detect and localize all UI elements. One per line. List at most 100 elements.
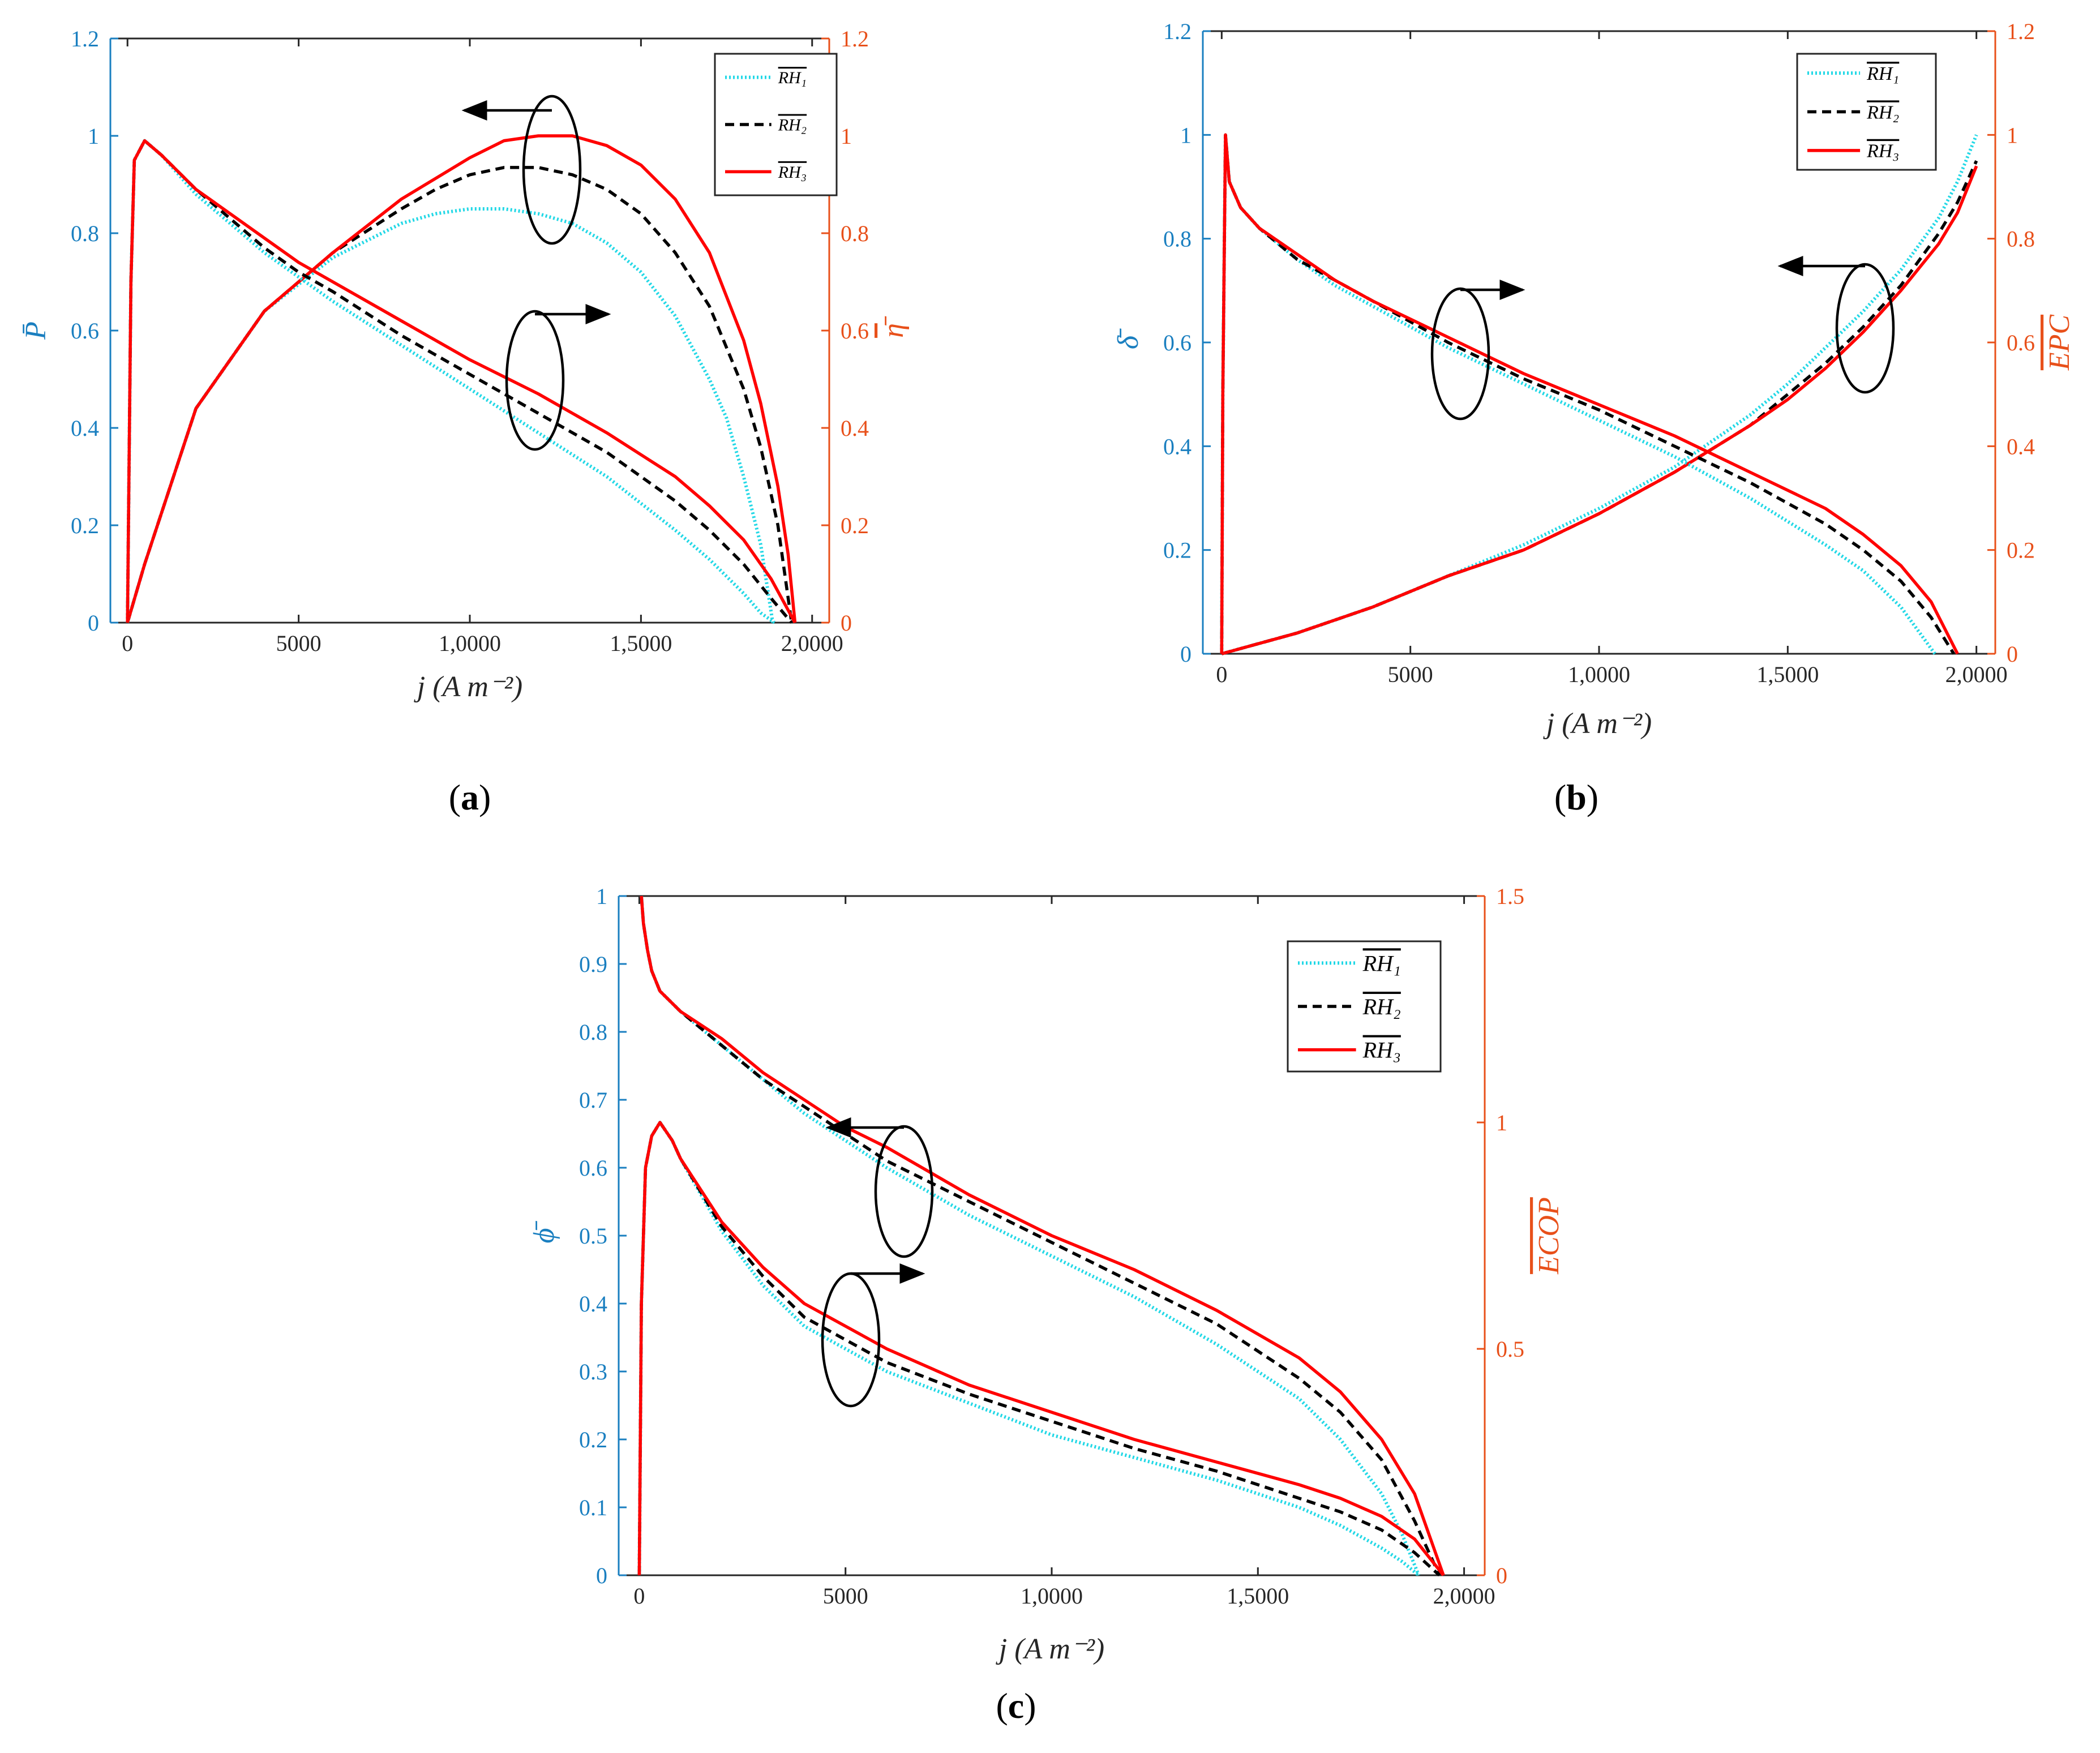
right-y-axis-title: EPC (2043, 314, 2076, 371)
left-y-tick-label: 0.2 (71, 513, 99, 538)
legend-box (714, 53, 838, 196)
left-y-tick-label: 0.8 (71, 221, 99, 246)
annotation-ellipse (1835, 263, 1895, 394)
legend-label-rh1: RH₁ (778, 68, 807, 87)
chart-panel-b: 0 5000 1,0000 1,5000 2,000000.20.40.60.811.2… (1112, 19, 2076, 817)
left-y-tick-label: 0 (596, 1563, 607, 1588)
left-y-tick-label: 0.8 (579, 1019, 607, 1045)
x-tick-label: 1,0000 (1568, 662, 1630, 687)
series-line-rh3-left (640, 895, 1445, 1576)
left-y-tick-label: 1.2 (71, 26, 99, 52)
x-tick-label: 0 (633, 1583, 645, 1609)
left-y-tick-label: 0 (1180, 641, 1192, 667)
x-tick-label: 1,0000 (1021, 1583, 1083, 1609)
series-line-rh2-right (637, 1121, 1441, 1577)
legend-label-rh2: RH₂ (1866, 102, 1899, 123)
left-y-tick-label: 0.3 (579, 1359, 607, 1385)
left-y-tick-label: 0.9 (579, 951, 607, 977)
x-tick-label: 5000 (276, 631, 322, 656)
right-y-tick-label: 0.6 (841, 318, 869, 344)
series-line-rh1-left (126, 207, 775, 623)
series-line-rh2-left (126, 166, 794, 623)
panel-label: (c) (996, 1686, 1036, 1726)
left-y-tick-label: 0.4 (1163, 434, 1192, 459)
x-tick-label: 5000 (1388, 662, 1433, 687)
x-tick-label: 2,0000 (1945, 662, 2008, 687)
legend-label-rh3: RH₃ (1362, 1038, 1401, 1063)
left-y-axis-title: δ̄ (1112, 328, 1145, 349)
panel-label-close-paren: ) (1024, 1686, 1036, 1726)
panel-label-close-paren: ) (1587, 777, 1598, 817)
panel-label-letter: a (461, 777, 479, 817)
right-y-tick-label: 1 (1496, 1110, 1507, 1135)
left-y-tick-label: 0.2 (579, 1427, 607, 1452)
series-line-rh3-left (126, 134, 797, 623)
x-tick-label: 1,5000 (610, 631, 672, 656)
legend-label-rh2: RH₂ (778, 116, 807, 135)
left-y-tick-label: 0.8 (1163, 226, 1192, 252)
chart-panel-a: 0 5000 1,0000 1,5000 2,000000.20.40.60.811.2… (20, 26, 910, 817)
x-tick-label: 0 (122, 631, 133, 656)
panel-label-letter: b (1566, 777, 1587, 817)
x-tick-label: 1,0000 (439, 631, 501, 656)
panel-label: (a) (449, 777, 491, 817)
x-tick-label: 5000 (823, 1583, 868, 1609)
series-line-rh2-right (1220, 133, 1956, 655)
panel-label-open-paren: ( (996, 1686, 1008, 1726)
x-tick-label: 2,0000 (1433, 1583, 1495, 1609)
series-line-rh1-right (637, 1121, 1420, 1577)
right-y-tick-label: 1.5 (1496, 884, 1524, 909)
panel-label-open-paren: ( (449, 777, 461, 817)
right-y-tick-label: 0.6 (2007, 330, 2035, 355)
legend-label-rh2: RH₂ (1362, 994, 1401, 1019)
left-y-tick-label: 0.4 (579, 1291, 607, 1317)
x-tick-label: 1,5000 (1756, 662, 1819, 687)
annotation-ellipse (874, 1125, 934, 1258)
left-y-tick-label: 0.6 (1163, 330, 1192, 355)
left-y-axis-title: P̄ (20, 322, 52, 340)
right-y-tick-label: 1.2 (841, 26, 869, 52)
left-y-tick-label: 1 (596, 884, 607, 909)
x-axis-title: j (A m⁻²) (996, 1633, 1105, 1665)
right-y-tick-label: 0 (841, 610, 852, 636)
right-y-tick-label: 1 (2007, 122, 2018, 148)
x-axis-title: j (A m⁻²) (1543, 708, 1652, 740)
left-y-tick-label: 0 (88, 610, 99, 636)
series-line-rh1-left (1221, 134, 1978, 655)
right-y-tick-label: 0.4 (841, 415, 869, 441)
right-y-tick-label: 1 (841, 123, 852, 149)
left-y-tick-label: 0.4 (71, 415, 99, 441)
right-y-tick-label: 0.2 (841, 513, 869, 538)
panel-label-letter: c (1008, 1686, 1024, 1726)
left-y-tick-label: 0.6 (579, 1155, 607, 1181)
annotation-ellipse (505, 310, 565, 451)
right-y-tick-label: 0.5 (1496, 1336, 1524, 1362)
legend-label-rh3: RH₃ (1866, 141, 1899, 162)
x-axis-title: j (A m⁻²) (414, 671, 523, 703)
series-line-rh3-left (1221, 165, 1978, 655)
annotation-ellipse (522, 95, 582, 245)
legend-label-rh3: RH₃ (778, 163, 807, 182)
left-y-axis-title: ϕ̄ (528, 1221, 560, 1244)
left-y-tick-label: 0.7 (579, 1087, 607, 1113)
series-line-rh3-right (1220, 133, 1959, 655)
series-line-rh1-right (1220, 133, 1936, 655)
left-y-tick-label: 1.2 (1163, 19, 1192, 44)
legend-label-rh1: RH₁ (1362, 950, 1401, 976)
series-line-rh1-left (640, 895, 1421, 1576)
right-y-tick-label: 0 (2007, 641, 2018, 667)
right-y-tick-label: 0.4 (2007, 434, 2035, 459)
right-y-tick-label: 0 (1496, 1563, 1507, 1588)
right-y-axis-title: ECOP (1533, 1197, 1565, 1275)
series-line-rh3-right (637, 1121, 1445, 1576)
panel-label-close-paren: ) (479, 777, 491, 817)
right-y-tick-label: 0.2 (2007, 538, 2035, 563)
series-line-rh2-right (126, 139, 793, 624)
left-y-tick-label: 1 (88, 123, 99, 149)
left-y-tick-label: 0.1 (579, 1495, 607, 1520)
chart-panel-c: 0 5000 1,0000 1,5000 2,000000.10.20.30.40.50… (528, 884, 1565, 1726)
series-line-rh2-left (1221, 160, 1978, 655)
legend-label-rh1: RH₁ (1866, 63, 1899, 84)
left-y-tick-label: 0.5 (579, 1223, 607, 1249)
